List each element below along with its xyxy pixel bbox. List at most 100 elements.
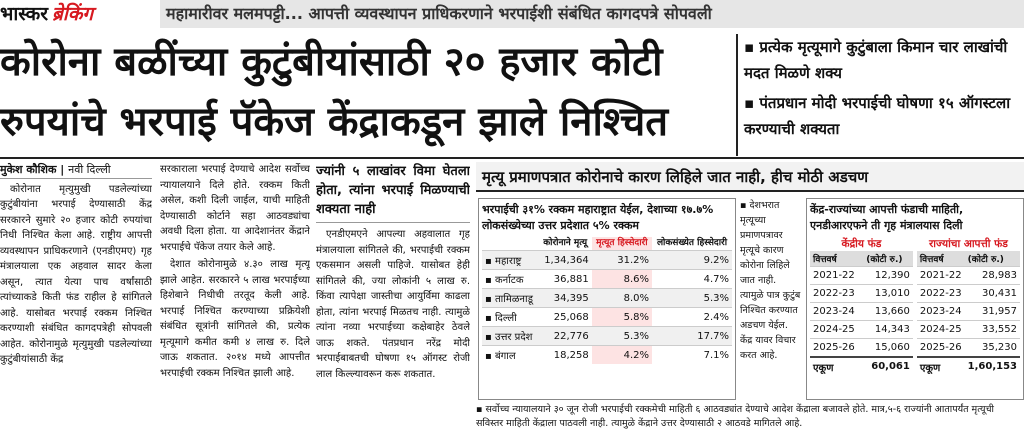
cell: 5.3% — [652, 288, 732, 308]
headline: कोरोना बळींच्या कुटुंबीयांसाठी २० हजार क… — [0, 32, 730, 154]
cell: 13,010 — [863, 284, 913, 303]
cell: 8.0% — [591, 288, 653, 308]
cell: एकूण — [916, 356, 965, 375]
cell-text: बंगाल — [494, 351, 516, 362]
cell: 13,660 — [863, 302, 913, 321]
cell: 28,983 — [964, 266, 1020, 285]
row: ▪ दिल्ली 25,068 5.8% 2.4% — [482, 307, 732, 327]
cell: ▪ महाराष्ट्र — [482, 250, 539, 270]
brand-name: भास्कर — [0, 3, 49, 25]
cell: 5.3% — [591, 326, 653, 346]
cell: 2.4% — [652, 307, 732, 327]
fund-title: केंद्रीय फंड — [841, 238, 882, 250]
rule — [0, 157, 1024, 159]
cell-text: 8.0% — [623, 292, 650, 304]
row: 2025-26 15,060 — [810, 338, 913, 357]
cell: ▪ दिल्ली — [482, 307, 539, 327]
cell-text: 36,881 — [553, 273, 589, 285]
cell-text: 17.7% — [697, 330, 729, 342]
header-cell: लोकसंख्येत हिस्सेदारी — [656, 238, 728, 248]
cell-text: 34,395 — [553, 292, 589, 304]
funds-tables: केंद्रीय फंड वित्तवर्ष (कोटी रु.) 2021-22 12… — [810, 237, 1020, 375]
cell-text: 2.4% — [703, 311, 729, 323]
cell: 2022-23 — [916, 284, 965, 303]
cell-text: 9.2% — [703, 254, 729, 266]
column: सरकाराला भरपाई देण्याचे आदेश सर्वोच्च न्… — [160, 162, 310, 432]
cell: 5.8% — [591, 307, 653, 327]
cell: 17.7% — [652, 326, 732, 346]
cell: 2021-22 — [810, 266, 864, 285]
cell-text: कर्नाटक — [494, 275, 524, 286]
cell: एकूण — [810, 356, 864, 375]
cell-text: 7.1% — [703, 349, 729, 361]
fund-title: राज्यांचा आपत्ती फंड — [928, 238, 1008, 250]
fund-table: केंद्रीय फंड वित्तवर्ष (कोटी रु.) 2021-22 12… — [810, 237, 913, 375]
column: मुकेश कौशिक | नवी दिल्ली कोरोनात मृत्युम… — [0, 162, 152, 432]
share-title: भरपाईची ३१% रक्कम महाराष्ट्रात येईल, देश… — [482, 203, 714, 232]
total-row: एकूण 1,60,153 — [916, 356, 1020, 375]
column: ज्यांनी ५ लाखांवर विमा घेतला होता, त्यां… — [316, 162, 470, 432]
cell: 12,390 — [863, 266, 913, 285]
note-text: देशभरात मृत्यूच्या प्रमाणपत्रावर मृत्यूच… — [740, 200, 801, 361]
paragraph: देशात कोरोनामुळे ४.३० लाख मृत्यू झाले आह… — [160, 259, 310, 379]
header-cell: (कोटी रु.) — [863, 251, 913, 267]
share-box: भरपाईची ३१% रक्कम महाराष्ट्रात येईल, देश… — [478, 198, 736, 400]
highlight-text: प्रत्येक मृत्यूमागे कुटुंबाला किमान चार … — [744, 38, 1008, 82]
cell: 31.2% — [591, 250, 653, 270]
row: 2024-25 14,343 — [810, 320, 913, 339]
byline: मुकेश कौशिक | नवी दिल्ली — [0, 162, 152, 179]
row: ▪ बंगाल 18,258 4.2% 7.1% — [482, 345, 732, 364]
table: वित्तवर्ष (कोटी रु.) 2021-22 12,390 2022-23 1… — [810, 251, 913, 375]
cell-text: 5.8% — [623, 311, 650, 323]
row: ▪ तामिळनाडू 34,395 8.0% 5.3% — [482, 288, 732, 308]
funds-title: केंद्र-राज्यांच्या आपत्ती फंडाची माहिती,… — [810, 203, 964, 232]
cell: 2024-25 — [810, 320, 864, 339]
cell: 2023-24 — [916, 302, 965, 321]
cell-text: 22,776 — [553, 330, 589, 342]
header-cell: (कोटी रु.) — [964, 251, 1020, 267]
cell: 14,343 — [863, 320, 913, 339]
cell: ▪ कर्नाटक — [482, 269, 539, 289]
row: 2024-25 33,552 — [916, 320, 1020, 339]
footer-text: सर्वोच्च न्यायालयाने ३० जून रोजी भरपाईची… — [476, 404, 994, 429]
highlight: ▪ पंतप्रधान मोदी भरपाईची घोषणा १५ ऑगस्टल… — [744, 94, 1011, 138]
row: 2023-24 31,957 — [916, 302, 1020, 321]
header-cell: मृत्यूत हिस्सेदारी — [591, 237, 653, 251]
row: ▪ महाराष्ट्र 1,34,364 31.2% 9.2% — [482, 250, 732, 270]
subheading: ज्यांनी ५ लाखांवर विमा घेतला होता, त्यां… — [316, 162, 470, 223]
fund-table: राज्यांचा आपत्ती फंड वित्तवर्ष (कोटी रु.) 2… — [916, 237, 1020, 375]
funds-box: केंद्र-राज्यांच्या आपत्ती फंडाची माहिती,… — [806, 198, 1024, 400]
paragraph: कोरोनात मृत्युमुखी पडलेल्यांच्या कुटुंबी… — [0, 183, 152, 366]
total-row: एकूण 60,061 — [810, 356, 913, 375]
header-row: कोरोनाने मृत्यू मृत्यूत हिस्सेदारी लोकसंख्… — [482, 237, 732, 251]
paragraph: सरकाराला भरपाई देण्याचे आदेश सर्वोच्च न्… — [160, 164, 310, 253]
brand: भास्कर ब्रेकिंग — [0, 0, 158, 28]
row: 2021-22 12,390 — [810, 266, 913, 285]
cell-text: 25,068 — [553, 311, 589, 323]
row: 2023-24 13,660 — [810, 302, 913, 321]
header-cell: वित्तवर्ष — [916, 251, 965, 267]
row: 2022-23 13,010 — [810, 284, 913, 303]
highlight-text: पंतप्रधान मोदी भरपाईची घोषणा १५ ऑगस्टला … — [744, 94, 1011, 138]
header-row: वित्तवर्ष (कोटी रु.) — [810, 251, 913, 267]
cell: 7.1% — [652, 345, 732, 364]
cell: ▪ उत्तर प्रदेश — [482, 326, 539, 346]
cell: 18,258 — [538, 345, 592, 364]
footer: ▪ सर्वोच्च न्यायालयाने ३० जून रोजी भरपाई… — [476, 404, 994, 429]
cell: 4.2% — [591, 345, 653, 364]
header-cell — [482, 237, 539, 251]
cell-text: तामिळनाडू — [494, 294, 533, 305]
cell-text: 4.7% — [703, 273, 729, 285]
row: ▪ कर्नाटक 36,881 8.6% 4.7% — [482, 269, 732, 289]
cell: 15,060 — [863, 338, 913, 357]
paragraph: एनडीएमएने आपल्या अहवालात गृह मंत्रालयाला… — [316, 229, 470, 380]
cell: 9.2% — [652, 250, 732, 270]
sidebar-title: मृत्यू प्रमाणपत्रात कोरोनाचे कारण लिहिले… — [476, 162, 1024, 192]
cell-text: 5.3% — [623, 330, 650, 342]
cell: 2023-24 — [810, 302, 864, 321]
cell: 2025-26 — [916, 338, 965, 357]
row: ▪ उत्तर प्रदेश 22,776 5.3% 17.7% — [482, 326, 732, 346]
cell: 35,230 — [964, 338, 1020, 357]
header-row: वित्तवर्ष (कोटी रु.) — [916, 251, 1020, 267]
